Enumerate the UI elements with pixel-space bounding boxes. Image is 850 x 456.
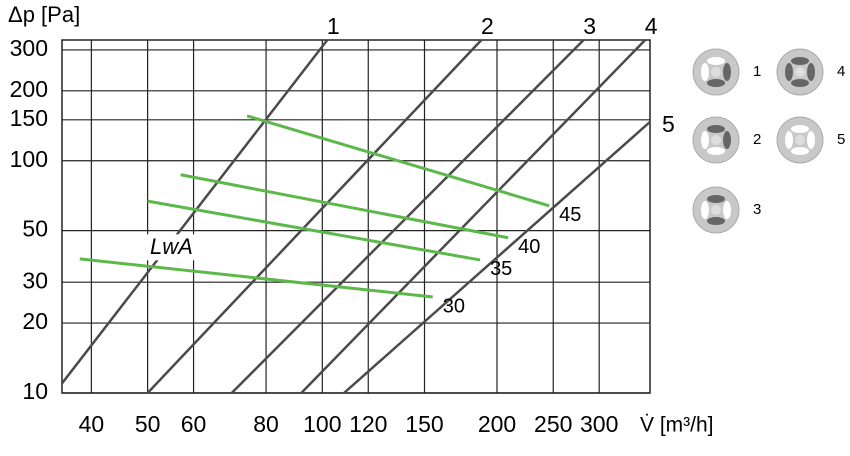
x-tick-label: 200 [478, 411, 516, 437]
annotation-bg [140, 234, 202, 261]
x-tick-label: 100 [303, 411, 341, 437]
y-tick-label: 300 [10, 35, 48, 61]
damper-line [146, 39, 483, 394]
damper-line [230, 39, 585, 394]
icon-slot [807, 131, 815, 149]
x-tick-label: 300 [580, 411, 618, 437]
icon-label: 5 [837, 131, 845, 148]
icon-label: 2 [753, 131, 761, 148]
icon-slot [707, 195, 725, 203]
series-label: 30 [443, 295, 465, 317]
y-tick-label: 30 [22, 267, 48, 293]
icon-slot [723, 63, 731, 81]
y-tick-label: 100 [10, 146, 48, 172]
series-label: 2 [481, 13, 494, 39]
damper-line [61, 39, 329, 385]
annotation: LwA [150, 234, 193, 259]
icon-label: 1 [753, 63, 761, 80]
damper-line [300, 39, 647, 394]
x-tick-label: 120 [349, 411, 387, 437]
icon-slot [701, 201, 709, 219]
position-icons: 1 2 3 4 5 [692, 48, 845, 234]
icon-slot [707, 79, 725, 87]
series-label: 3 [583, 13, 596, 39]
icon-label: 4 [837, 63, 845, 80]
icon-slot [707, 147, 725, 155]
y-axis-label: Δp [Pa] [8, 2, 80, 27]
y-tick-label: 20 [22, 308, 48, 334]
icon-slot [791, 147, 809, 155]
icon-hub [711, 135, 721, 145]
icon-slot [791, 79, 809, 87]
icon-hub [795, 135, 805, 145]
x-axis-label: V̇ [m³/h] [640, 414, 714, 437]
icon-slot [707, 57, 725, 65]
sound-level-line [180, 173, 509, 240]
sound-level-line [79, 257, 433, 299]
icon-slot [707, 125, 725, 133]
icon-slot [701, 63, 709, 81]
damper-line [343, 120, 651, 394]
sound-level-line [147, 199, 481, 262]
series-label: 4 [645, 13, 658, 39]
series-label: 35 [490, 258, 512, 280]
series-label: 40 [518, 236, 540, 258]
x-tick-label: 250 [534, 411, 572, 437]
y-tick-label: 200 [10, 76, 48, 102]
icon-slot [791, 57, 809, 65]
icon-hub [711, 205, 721, 215]
icon-slot [723, 201, 731, 219]
series-label: 1 [327, 13, 340, 39]
icon-slot [701, 131, 709, 149]
y-tick-label: 10 [22, 378, 48, 404]
y-tick-label: 50 [22, 216, 48, 242]
icon-slot [785, 131, 793, 149]
icon-slot [791, 125, 809, 133]
sound-level-line [246, 114, 550, 208]
icon-slot [723, 131, 731, 149]
icon-slot [807, 63, 815, 81]
series-label: 45 [559, 204, 581, 226]
icon-slot [707, 217, 725, 225]
x-tick-label: 60 [181, 411, 207, 437]
y-tick-label: 150 [10, 105, 48, 131]
series-label: 5 [662, 111, 675, 137]
x-tick-label: 40 [79, 411, 105, 437]
icon-slot [785, 63, 793, 81]
x-tick-label: 150 [405, 411, 443, 437]
x-tick-label: 50 [135, 411, 161, 437]
x-tick-label: 80 [253, 411, 279, 437]
icon-hub [795, 67, 805, 77]
icon-hub [711, 67, 721, 77]
icon-label: 3 [753, 201, 761, 218]
